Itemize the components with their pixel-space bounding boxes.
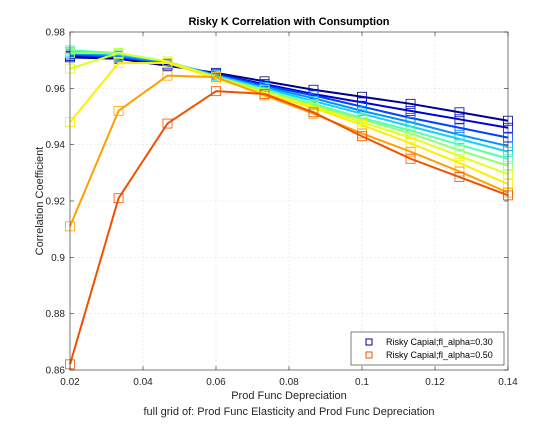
x-tick-label: 0.14 — [498, 377, 518, 388]
x-axis-label: Prod Func Depreciation — [231, 390, 347, 402]
data-point — [357, 131, 367, 142]
data-point — [211, 72, 221, 82]
data-point — [454, 151, 465, 161]
series-line — [69, 52, 509, 176]
data-point — [357, 120, 367, 130]
y-tick-label: 0.94 — [46, 140, 66, 151]
data-point — [454, 134, 465, 144]
data-point — [454, 114, 465, 125]
data-point — [454, 166, 465, 177]
data-point — [405, 98, 416, 109]
data-point — [454, 122, 465, 133]
data-point — [357, 91, 367, 102]
data-point — [454, 158, 465, 168]
data-point — [454, 107, 465, 118]
legend-label-alpha-050: Risky Capial;fl_alpha=0.50 — [386, 350, 493, 360]
series-line — [69, 52, 509, 148]
data-point — [405, 138, 416, 149]
data-point — [405, 132, 416, 143]
x-tick-label: 0.08 — [279, 377, 299, 388]
series-10 — [65, 86, 513, 370]
data-point — [259, 89, 270, 99]
data-point — [454, 139, 465, 150]
y-tick-label: 0.92 — [46, 197, 66, 208]
y-tick-label: 0.86 — [46, 366, 66, 377]
x-tick-label: 0.06 — [206, 377, 226, 388]
x-tick-label: 0.12 — [425, 377, 445, 388]
y-tick-label: 0.98 — [46, 28, 66, 39]
legend-marker-alpha-030 — [365, 338, 373, 346]
legend-marker-alpha-050 — [365, 351, 373, 359]
legend-label-alpha-030: Risky Capial;fl_alpha=0.30 — [386, 337, 493, 347]
x-tick-label: 0.04 — [133, 377, 153, 388]
ticks: 0.02 0.04 0.06 0.08 0.1 0.12 0.14 0.86 0.88 0.9 0.… — [46, 28, 519, 389]
y-tick-label: 0.96 — [46, 84, 66, 95]
y-axis-label: Correlation Coefficient — [34, 147, 46, 256]
series-line — [69, 90, 509, 365]
data-point — [454, 145, 465, 156]
y-tick-label: 0.9 — [51, 253, 65, 264]
data-point — [405, 105, 416, 116]
chart-title: Risky K Correlation with Consumption — [188, 16, 389, 28]
y-tick-label: 0.88 — [46, 309, 66, 320]
data-point — [405, 153, 416, 164]
data-point — [162, 118, 173, 129]
series-group — [65, 45, 513, 370]
x-axis-sublabel: full grid of: Prod Func Elasticity and P… — [143, 406, 434, 418]
data-point — [113, 58, 124, 68]
data-point — [454, 172, 465, 182]
x-tick-label: 0.1 — [355, 377, 369, 388]
data-point — [113, 193, 124, 204]
data-point — [113, 48, 124, 59]
x-tick-label: 0.02 — [60, 377, 80, 388]
data-point — [211, 86, 221, 97]
series-line — [69, 74, 509, 227]
data-point — [162, 58, 173, 68]
data-point — [405, 146, 416, 157]
legend: Risky Capial;fl_alpha=0.30 Risky Capial;… — [350, 331, 505, 366]
data-point — [162, 70, 173, 81]
series-line — [69, 61, 509, 186]
data-point — [113, 105, 124, 116]
legend-box — [350, 331, 505, 366]
data-point — [308, 107, 319, 118]
